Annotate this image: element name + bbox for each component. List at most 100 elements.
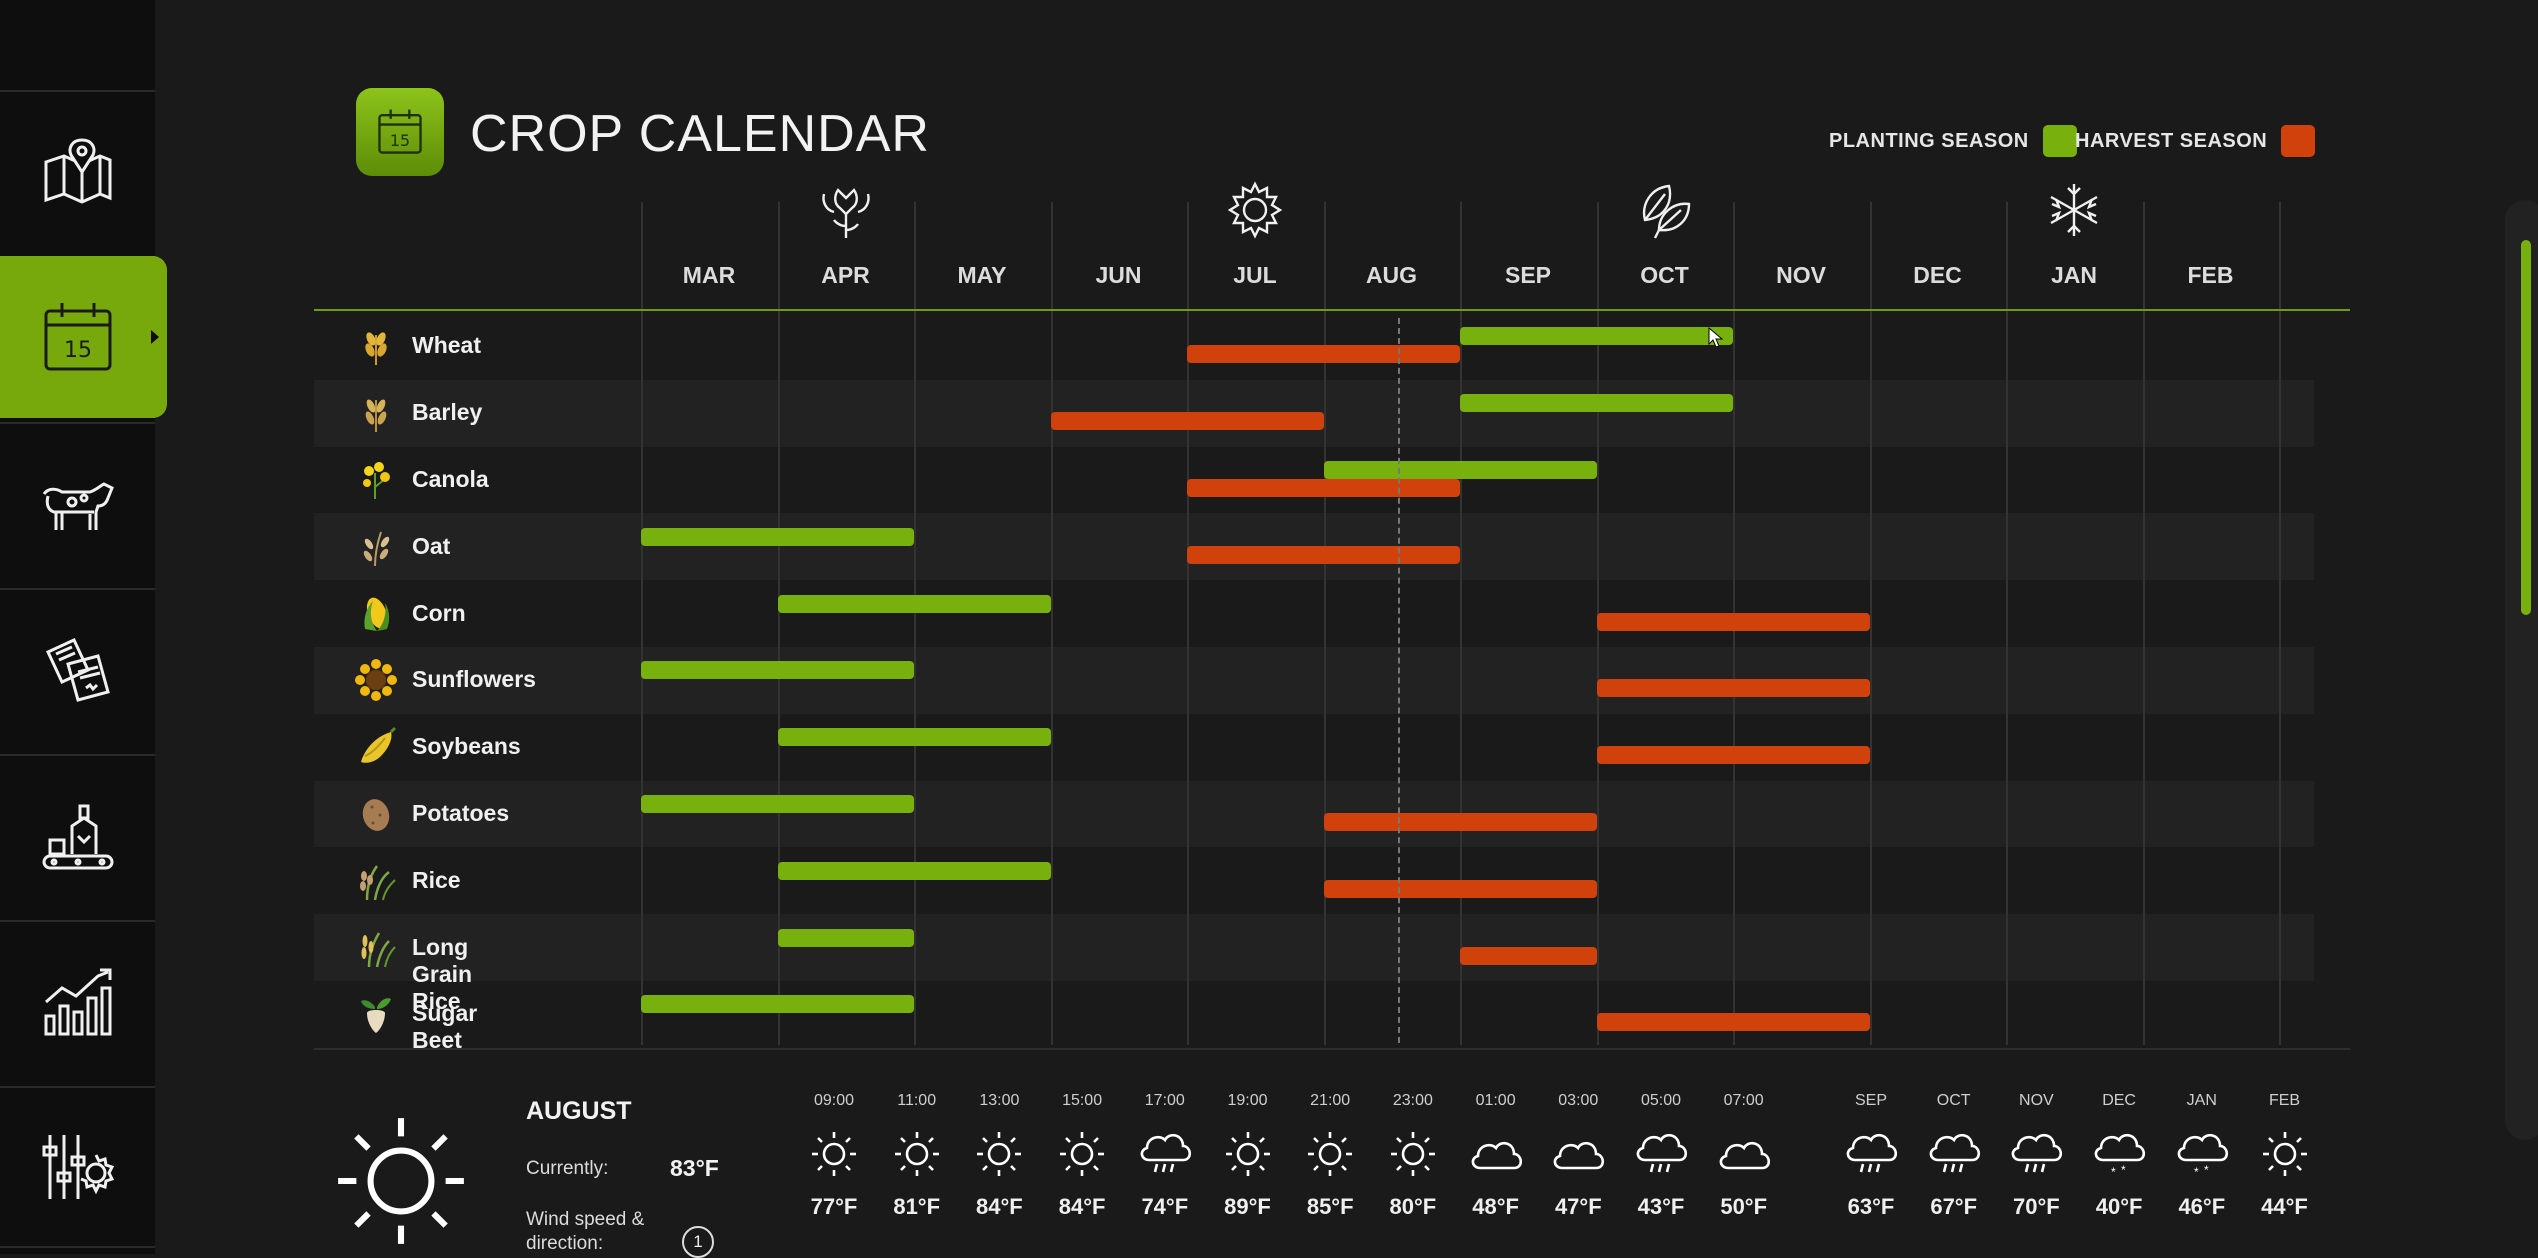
month-label-jun: JUN (1095, 262, 1142, 288)
harvest-season-bar[interactable] (1596, 746, 1870, 765)
active-indicator (151, 330, 159, 344)
hourly-forecast: 21:00 85°F (1289, 1092, 1371, 1220)
sun-weather-icon (1300, 1126, 1360, 1182)
forecast-temp: 70°F (2013, 1194, 2060, 1219)
planting-season-bar[interactable] (641, 527, 914, 546)
forecast-temp: 80°F (1389, 1194, 1437, 1219)
nav-settings[interactable] (0, 1086, 155, 1248)
harvest-season-bar[interactable] (1596, 679, 1870, 698)
current-date-marker (1398, 318, 1400, 1043)
monthly-forecast: JAN * * 46°F (2161, 1092, 2243, 1220)
forecast-temp: 89°F (1224, 1194, 1271, 1219)
planting-season-bar[interactable] (641, 795, 914, 813)
nav-contracts[interactable] (0, 588, 155, 750)
forecast-time: 17:00 (1144, 1092, 1185, 1109)
planting-season-bar[interactable] (1460, 327, 1733, 346)
bar-chart-icon (44, 968, 111, 1036)
forecast-temp: 77°F (810, 1194, 858, 1219)
weather-divider (314, 1048, 2350, 1050)
header-divider (314, 309, 2350, 311)
hourly-forecast: 19:00 89°F (1207, 1092, 1289, 1220)
forecast-time: SEP (1854, 1092, 1887, 1109)
rain-weather-icon (1135, 1126, 1195, 1182)
forecast-temp: 74°F (1141, 1194, 1189, 1219)
forecast-temp: 46°F (2178, 1194, 2226, 1219)
harvest-season-bar[interactable] (1187, 479, 1460, 497)
planting-season-bar[interactable] (777, 861, 1051, 880)
current-weather-sun-icon (338, 1118, 464, 1244)
app-logo: 15 (356, 88, 444, 176)
sugar-beet-icon (355, 993, 397, 1035)
rain-weather-icon (1631, 1126, 1691, 1182)
forecast-time: 15:00 (1062, 1092, 1103, 1109)
calendar-logo-icon: 15 (378, 109, 422, 154)
harvest-season-bar[interactable] (1596, 612, 1870, 631)
settings-sliders-icon (42, 1135, 114, 1199)
crop-name: Corn (412, 599, 466, 626)
nav-calendar[interactable]: 15 (0, 256, 167, 418)
rice-icon (355, 860, 397, 902)
month-label-feb: FEB (2187, 262, 2234, 288)
month-gridline (641, 202, 643, 1045)
weather-month: AUGUST (526, 1097, 632, 1125)
hourly-forecast: 09:00 77°F (793, 1092, 875, 1220)
crop-name: Canola (412, 466, 489, 492)
legend-harvest-swatch (2281, 125, 2316, 157)
hourly-forecast: 07:00 50°F (1703, 1092, 1785, 1220)
planting-season-bar[interactable] (1323, 461, 1597, 479)
nav-production[interactable] (0, 754, 155, 916)
month-label-sep: SEP (1504, 262, 1552, 288)
legend-planting: PLANTING SEASON (1829, 125, 2077, 157)
hourly-forecast: 15:00 84°F (1041, 1092, 1123, 1220)
soybean-icon (355, 726, 397, 768)
rain-weather-icon (1841, 1126, 1901, 1182)
nav-map[interactable] (0, 90, 155, 252)
factory-icon (42, 804, 113, 870)
cloud-weather-icon (1466, 1126, 1526, 1182)
month-label-oct: OCT (1640, 262, 1689, 288)
forecast-temp: 47°F (1554, 1194, 1602, 1219)
harvest-season-bar[interactable] (1187, 345, 1460, 364)
canola-icon (355, 459, 397, 501)
scrollbar-thumb[interactable] (2521, 240, 2531, 615)
nav-livestock[interactable] (0, 422, 155, 584)
planting-season-bar[interactable] (777, 728, 1051, 747)
rain-weather-icon (2006, 1126, 2066, 1182)
crop-row (314, 780, 2314, 848)
month-gridline (2006, 202, 2008, 1045)
harvest-season-bar[interactable] (1323, 879, 1597, 898)
month-label-mar: MAR (682, 262, 736, 288)
planting-season-bar[interactable] (777, 928, 914, 947)
harvest-season-bar[interactable] (1187, 545, 1460, 564)
forecast-time: 19:00 (1227, 1092, 1268, 1109)
corn-icon (355, 593, 397, 635)
svg-text:15: 15 (390, 131, 410, 150)
forecast-temp: 40°F (2095, 1194, 2143, 1219)
legend-planting-label: PLANTING SEASON (1829, 129, 2029, 152)
forecast-time: 13:00 (979, 1092, 1020, 1109)
month-label-aug: AUG (1365, 262, 1418, 288)
weather-forecast: 09:00 77°F 11:00 81°F 13:00 84°F 15:00 84°F 17:0… (0, 0, 2538, 1219)
documents-icon (45, 638, 110, 702)
forecast-time: OCT (1936, 1092, 1971, 1109)
monthly-forecast: OCT 67°F (1913, 1092, 1995, 1220)
nav-statistics[interactable] (0, 920, 155, 1082)
sun-icon (1225, 180, 1285, 240)
month-gridline (2142, 202, 2145, 1045)
planting-season-bar[interactable] (641, 995, 914, 1014)
legend-harvest-label: HARVEST SEASON (2075, 129, 2268, 152)
current-temp-label: Currently: (526, 1158, 609, 1179)
sun-weather-icon (1383, 1126, 1443, 1182)
month-gridline (1050, 202, 1053, 1045)
harvest-season-bar[interactable] (1050, 412, 1324, 431)
harvest-season-bar[interactable] (1596, 1013, 1870, 1032)
month-label-jan: JAN (2050, 262, 2097, 288)
sun-weather-icon (1052, 1126, 1112, 1182)
crop-name: Oat (412, 532, 451, 559)
harvest-season-bar[interactable] (1460, 946, 1597, 965)
planting-season-bar[interactable] (641, 661, 914, 680)
long-grain-rice-icon (355, 927, 397, 969)
harvest-season-bar[interactable] (1323, 813, 1597, 831)
planting-season-bar[interactable] (1460, 394, 1733, 413)
planting-season-bar[interactable] (777, 594, 1051, 613)
